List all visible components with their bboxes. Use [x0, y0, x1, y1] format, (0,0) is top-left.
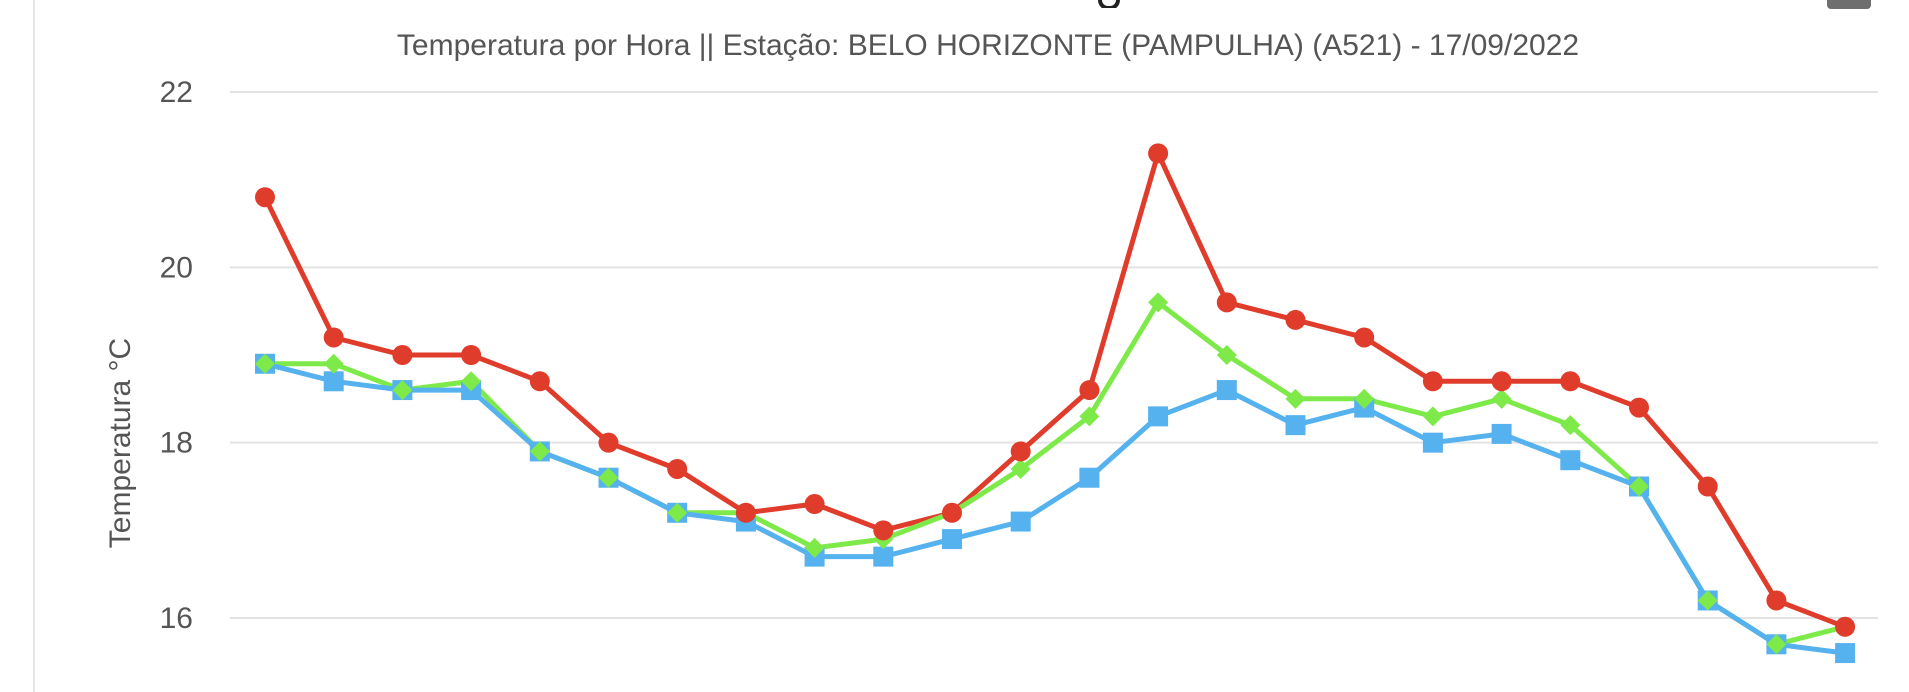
data-point-diamond[interactable] [1216, 345, 1237, 365]
data-point-circle[interactable] [1491, 371, 1512, 392]
menu-icon[interactable] [1827, 0, 1871, 9]
chart-subtitle: Temperatura por Hora || Estação: BELO HO… [397, 29, 1579, 62]
data-point-circle[interactable] [1079, 380, 1100, 401]
y-tick-label: 22 [160, 76, 193, 109]
data-point-diamond[interactable] [1079, 406, 1100, 427]
y-tick-label: 20 [160, 251, 193, 284]
data-point-diamond[interactable] [1629, 476, 1649, 497]
data-point-diamond[interactable] [804, 537, 825, 558]
data-point-circle[interactable] [942, 502, 962, 523]
series-markers [255, 143, 1856, 664]
data-point-diamond[interactable] [1422, 406, 1443, 427]
data-point-diamond[interactable] [1560, 415, 1581, 436]
data-point-circle[interactable] [392, 345, 413, 365]
data-point-square[interactable] [1216, 380, 1237, 401]
data-point-square[interactable] [323, 371, 344, 392]
data-point-diamond[interactable] [461, 371, 482, 392]
data-point-square[interactable] [1010, 511, 1031, 532]
y-tick-label: 18 [160, 427, 193, 460]
data-point-square[interactable] [1835, 643, 1856, 664]
data-point-circle[interactable] [1148, 143, 1169, 164]
data-point-diamond[interactable] [1491, 388, 1512, 409]
data-point-diamond[interactable] [598, 467, 619, 488]
data-point-diamond[interactable] [1010, 458, 1031, 479]
data-point-circle[interactable] [461, 345, 482, 365]
data-point-circle[interactable] [1354, 327, 1375, 348]
y-axis-ticks: 16 18 20 22 [160, 76, 193, 635]
data-point-circle[interactable] [1697, 476, 1718, 497]
data-point-circle[interactable] [255, 187, 275, 208]
y-tick-label: 16 [160, 602, 193, 635]
data-point-circle[interactable] [1422, 371, 1443, 392]
data-point-diamond[interactable] [667, 502, 688, 523]
data-point-diamond[interactable] [1148, 292, 1169, 313]
data-point-circle[interactable] [1285, 309, 1306, 330]
data-point-diamond[interactable] [392, 380, 413, 401]
data-point-square[interactable] [1079, 467, 1100, 488]
series-line-square [264, 361, 1846, 656]
data-point-square[interactable] [1422, 432, 1443, 453]
data-point-square[interactable] [1285, 415, 1306, 436]
data-point-diamond[interactable] [529, 441, 550, 462]
data-point-circle[interactable] [667, 458, 688, 479]
data-point-circle[interactable] [1010, 441, 1031, 462]
data-point-circle[interactable] [804, 494, 825, 515]
data-point-diamond[interactable] [1354, 388, 1375, 409]
data-point-square[interactable] [1491, 423, 1512, 444]
data-point-circle[interactable] [735, 502, 756, 523]
data-point-circle[interactable] [598, 432, 619, 453]
data-point-diamond[interactable] [1697, 590, 1718, 611]
series-line-circle [262, 150, 1846, 630]
data-point-square[interactable] [1148, 406, 1169, 427]
data-point-diamond[interactable] [255, 353, 275, 374]
data-point-circle[interactable] [1766, 590, 1787, 611]
data-point-circle[interactable] [1560, 371, 1581, 392]
data-point-circle[interactable] [529, 371, 550, 392]
panel-left-border [33, 0, 35, 692]
data-point-diamond[interactable] [1766, 634, 1787, 655]
data-point-square[interactable] [1560, 450, 1581, 471]
data-point-circle[interactable] [1629, 397, 1649, 418]
data-point-circle[interactable] [873, 520, 894, 541]
y-axis-label: Temperatura °C [104, 338, 137, 548]
data-point-square[interactable] [873, 546, 894, 567]
data-point-square[interactable] [942, 529, 962, 550]
data-point-circle[interactable] [323, 327, 344, 348]
data-point-diamond[interactable] [1285, 388, 1306, 409]
data-point-diamond[interactable] [323, 353, 344, 374]
clipped-title-glyph [1090, 0, 1130, 8]
series-lines [262, 150, 1846, 656]
data-point-circle[interactable] [1216, 292, 1237, 313]
data-point-circle[interactable] [1835, 616, 1856, 637]
